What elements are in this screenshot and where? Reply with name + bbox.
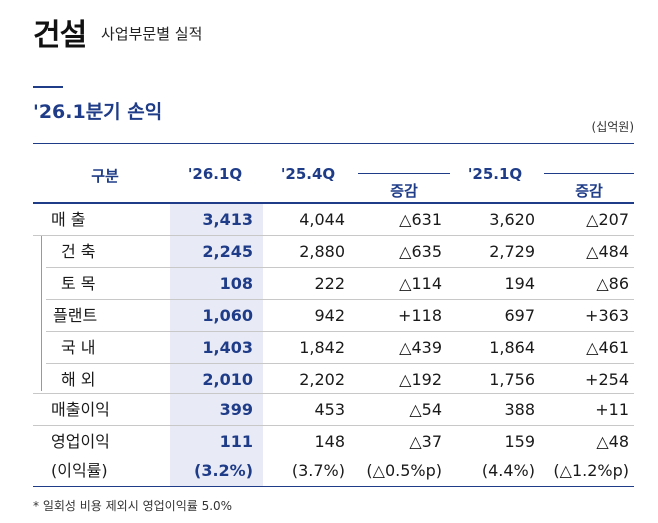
cell-q4-25: 4,044 bbox=[299, 210, 345, 229]
header-change-qoq: 증감 bbox=[390, 182, 418, 200]
cell-qoq: (△0.5%p) bbox=[366, 461, 442, 480]
cell-qoq: △114 bbox=[399, 274, 442, 293]
row-label: 토 목 bbox=[61, 274, 96, 293]
footnote: * 일회성 비용 제외시 영업이익률 5.0% bbox=[33, 499, 233, 513]
cell-yoy: +11 bbox=[595, 400, 629, 419]
header-q4-25: '25.4Q bbox=[280, 165, 336, 183]
cell-q1-26: 1,060 bbox=[202, 306, 253, 325]
cell-q1-25: 3,620 bbox=[489, 210, 535, 229]
cell-q4-25: 942 bbox=[314, 306, 345, 325]
header-change-yoy: 증감 bbox=[575, 182, 603, 200]
cell-q1-25: 388 bbox=[504, 400, 535, 419]
table-header-rule bbox=[33, 202, 634, 204]
cell-q1-25: 194 bbox=[504, 274, 535, 293]
header-category: 구분 bbox=[91, 167, 119, 185]
cell-q4-25: 2,202 bbox=[299, 370, 345, 389]
cell-q1-26: 399 bbox=[219, 400, 253, 419]
row-label: 건 축 bbox=[61, 242, 96, 261]
row-separator bbox=[46, 299, 634, 300]
header-group-line-qoq bbox=[358, 173, 450, 174]
header-q1-26: '26.1Q bbox=[187, 165, 243, 183]
header-group-line-yoy bbox=[544, 173, 634, 174]
table-row: 매 출 3,413 4,044 △631 3,620 △207 bbox=[33, 204, 634, 235]
cell-q4-25: 453 bbox=[314, 400, 345, 419]
current-quarter-highlight bbox=[170, 204, 263, 486]
cell-q4-25: 1,842 bbox=[299, 338, 345, 357]
table-row: 플랜트 1,060 942 +118 697 +363 bbox=[33, 300, 634, 331]
row-label: 매출이익 bbox=[51, 400, 110, 419]
cell-qoq: △631 bbox=[399, 210, 442, 229]
cell-q4-25: 222 bbox=[314, 274, 345, 293]
cell-qoq: △37 bbox=[409, 432, 442, 451]
table-row: 국 내 1,403 1,842 △439 1,864 △461 bbox=[33, 332, 634, 363]
page-title: 건설 bbox=[33, 18, 87, 53]
cell-q1-26: 108 bbox=[219, 274, 253, 293]
section-accent-line bbox=[33, 86, 63, 88]
unit-label: (십억원) bbox=[591, 120, 634, 134]
table-row: (이익률) (3.2%) (3.7%) (△0.5%p) (4.4%) (△1.… bbox=[33, 455, 634, 486]
table-row: 매출이익 399 453 △54 388 +11 bbox=[33, 394, 634, 425]
table-row: 영업이익 111 148 △37 159 △48 bbox=[33, 426, 634, 457]
row-separator bbox=[46, 267, 634, 268]
row-label: 국 내 bbox=[61, 338, 96, 357]
table-row: 해 외 2,010 2,202 △192 1,756 +254 bbox=[33, 364, 634, 395]
cell-qoq: △54 bbox=[409, 400, 442, 419]
cell-q1-25: 1,864 bbox=[489, 338, 535, 357]
cell-q1-25: 2,729 bbox=[489, 242, 535, 261]
cell-yoy: △461 bbox=[586, 338, 629, 357]
row-label: (이익률) bbox=[51, 461, 108, 480]
cell-q1-26: (3.2%) bbox=[194, 461, 253, 480]
cell-q1-26: 3,413 bbox=[202, 210, 253, 229]
cell-q4-25: 2,880 bbox=[299, 242, 345, 261]
cell-qoq: △439 bbox=[399, 338, 442, 357]
row-label: 플랜트 bbox=[53, 306, 98, 325]
cell-yoy: △86 bbox=[596, 274, 629, 293]
cell-q1-26: 2,245 bbox=[202, 242, 253, 261]
table-row: 토 목 108 222 △114 194 △86 bbox=[33, 268, 634, 299]
cell-qoq: +118 bbox=[398, 306, 442, 325]
cell-q1-25: 1,756 bbox=[489, 370, 535, 389]
section-title: '26.1분기 손익 bbox=[33, 101, 163, 123]
row-separator bbox=[46, 331, 634, 332]
cell-q4-25: (3.7%) bbox=[291, 461, 345, 480]
cell-yoy: △207 bbox=[586, 210, 629, 229]
header-q1-25: '25.1Q bbox=[467, 165, 523, 183]
row-separator bbox=[33, 235, 634, 236]
table-bottom-rule bbox=[33, 486, 634, 487]
table-row: 건 축 2,245 2,880 △635 2,729 △484 bbox=[33, 236, 634, 267]
table-top-rule bbox=[33, 143, 634, 144]
row-separator bbox=[33, 393, 634, 394]
page-subtitle: 사업부문별 실적 bbox=[101, 25, 203, 43]
cell-yoy: △48 bbox=[596, 432, 629, 451]
cell-q1-26: 111 bbox=[219, 432, 253, 451]
cell-q1-26: 1,403 bbox=[202, 338, 253, 357]
cell-qoq: △192 bbox=[399, 370, 442, 389]
cell-q1-26: 2,010 bbox=[202, 370, 253, 389]
cell-qoq: △635 bbox=[399, 242, 442, 261]
sub-item-bar bbox=[41, 236, 42, 391]
cell-q1-25: 697 bbox=[504, 306, 535, 325]
row-label: 매 출 bbox=[51, 210, 86, 229]
cell-q1-25: 159 bbox=[504, 432, 535, 451]
cell-yoy: +363 bbox=[585, 306, 629, 325]
cell-q1-25: (4.4%) bbox=[481, 461, 535, 480]
row-label: 해 외 bbox=[61, 370, 96, 389]
cell-yoy: △484 bbox=[586, 242, 629, 261]
row-separator bbox=[46, 363, 634, 364]
row-label: 영업이익 bbox=[51, 432, 110, 451]
row-separator bbox=[33, 425, 634, 426]
cell-yoy: (△1.2%p) bbox=[553, 461, 629, 480]
cell-yoy: +254 bbox=[585, 370, 629, 389]
cell-q4-25: 148 bbox=[314, 432, 345, 451]
